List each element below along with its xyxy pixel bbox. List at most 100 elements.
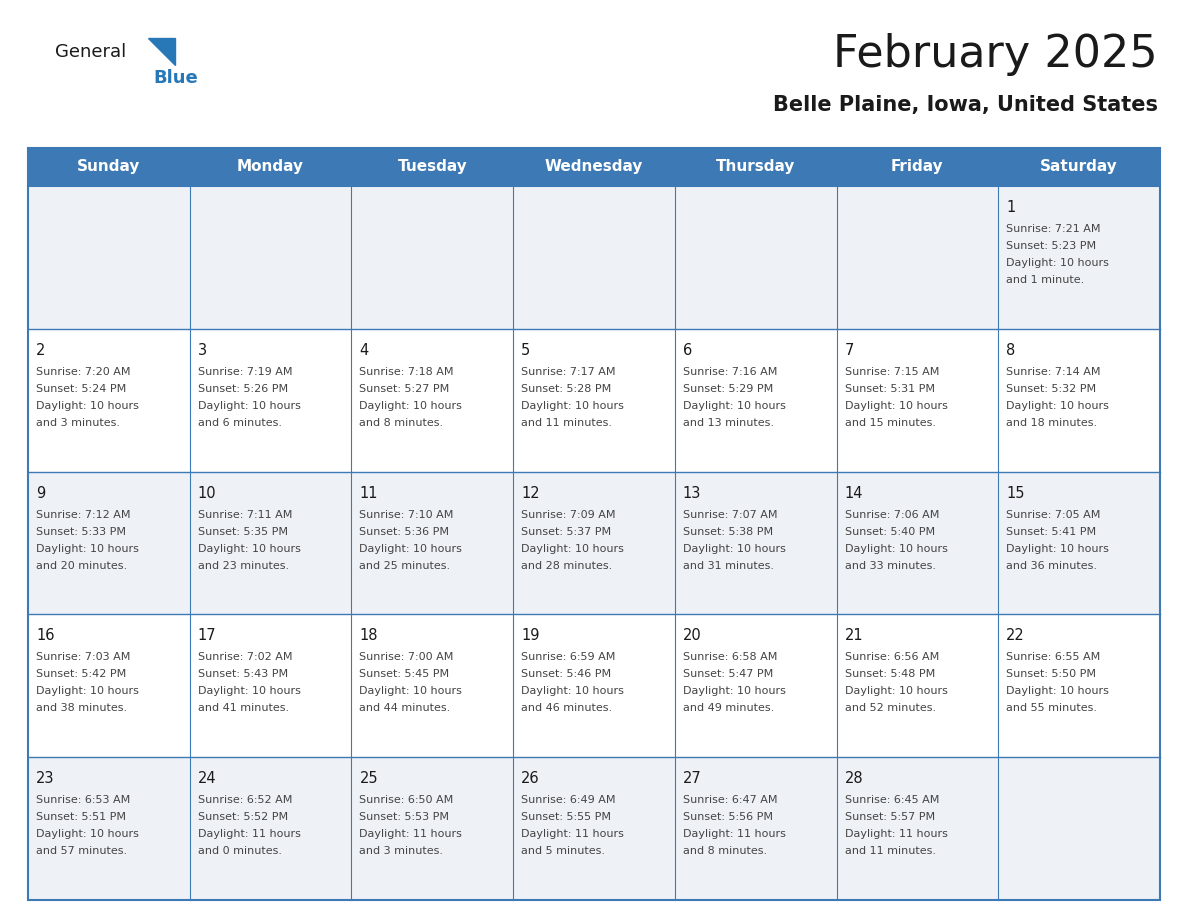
Text: Daylight: 10 hours: Daylight: 10 hours (197, 543, 301, 554)
Text: Daylight: 10 hours: Daylight: 10 hours (522, 401, 624, 410)
Text: 1: 1 (1006, 200, 1016, 215)
Text: Thursday: Thursday (716, 160, 796, 174)
Text: Belle Plaine, Iowa, United States: Belle Plaine, Iowa, United States (773, 95, 1158, 115)
Text: Daylight: 10 hours: Daylight: 10 hours (522, 543, 624, 554)
Text: Daylight: 11 hours: Daylight: 11 hours (360, 829, 462, 839)
Text: Sunrise: 7:18 AM: Sunrise: 7:18 AM (360, 367, 454, 376)
Text: Wednesday: Wednesday (545, 160, 643, 174)
Text: Sunset: 5:50 PM: Sunset: 5:50 PM (1006, 669, 1097, 679)
Text: Sunset: 5:56 PM: Sunset: 5:56 PM (683, 812, 773, 823)
Text: February 2025: February 2025 (833, 33, 1158, 76)
Text: and 49 minutes.: and 49 minutes. (683, 703, 775, 713)
Text: Sunset: 5:52 PM: Sunset: 5:52 PM (197, 812, 287, 823)
Text: Sunset: 5:24 PM: Sunset: 5:24 PM (36, 384, 126, 394)
Text: Daylight: 11 hours: Daylight: 11 hours (197, 829, 301, 839)
Text: 26: 26 (522, 771, 539, 786)
Text: 15: 15 (1006, 486, 1025, 500)
Text: Daylight: 11 hours: Daylight: 11 hours (683, 829, 785, 839)
Text: 3: 3 (197, 342, 207, 358)
Text: and 44 minutes.: and 44 minutes. (360, 703, 450, 713)
Text: 16: 16 (36, 629, 55, 644)
Text: and 33 minutes.: and 33 minutes. (845, 561, 936, 571)
Text: 11: 11 (360, 486, 378, 500)
Text: Sunrise: 6:56 AM: Sunrise: 6:56 AM (845, 653, 939, 663)
Text: Friday: Friday (891, 160, 943, 174)
Text: and 31 minutes.: and 31 minutes. (683, 561, 773, 571)
Text: 13: 13 (683, 486, 701, 500)
Text: Sunrise: 6:50 AM: Sunrise: 6:50 AM (360, 795, 454, 805)
Text: and 5 minutes.: and 5 minutes. (522, 846, 605, 856)
Text: Sunrise: 7:03 AM: Sunrise: 7:03 AM (36, 653, 131, 663)
Text: 17: 17 (197, 629, 216, 644)
Text: Sunset: 5:27 PM: Sunset: 5:27 PM (360, 384, 450, 394)
Text: and 52 minutes.: and 52 minutes. (845, 703, 936, 713)
Text: and 3 minutes.: and 3 minutes. (36, 418, 120, 428)
Text: Daylight: 10 hours: Daylight: 10 hours (845, 543, 948, 554)
Text: and 25 minutes.: and 25 minutes. (360, 561, 450, 571)
Text: 24: 24 (197, 771, 216, 786)
Text: and 6 minutes.: and 6 minutes. (197, 418, 282, 428)
Text: Tuesday: Tuesday (398, 160, 467, 174)
Text: Sunrise: 7:16 AM: Sunrise: 7:16 AM (683, 367, 777, 376)
Text: Sunrise: 7:02 AM: Sunrise: 7:02 AM (197, 653, 292, 663)
Text: Daylight: 10 hours: Daylight: 10 hours (36, 829, 139, 839)
Text: Sunset: 5:57 PM: Sunset: 5:57 PM (845, 812, 935, 823)
Text: Sunrise: 7:10 AM: Sunrise: 7:10 AM (360, 509, 454, 520)
Text: Sunset: 5:35 PM: Sunset: 5:35 PM (197, 527, 287, 537)
Bar (29, 614, 1159, 757)
Text: 4: 4 (360, 342, 368, 358)
Text: 19: 19 (522, 629, 539, 644)
Text: and 1 minute.: and 1 minute. (1006, 275, 1085, 285)
Text: Sunrise: 7:19 AM: Sunrise: 7:19 AM (197, 367, 292, 376)
Text: Sunrise: 7:12 AM: Sunrise: 7:12 AM (36, 509, 131, 520)
Text: Sunset: 5:48 PM: Sunset: 5:48 PM (845, 669, 935, 679)
Text: Daylight: 10 hours: Daylight: 10 hours (683, 543, 785, 554)
Text: Sunset: 5:28 PM: Sunset: 5:28 PM (522, 384, 612, 394)
Text: Sunday: Sunday (77, 160, 140, 174)
Text: Daylight: 10 hours: Daylight: 10 hours (845, 401, 948, 410)
Text: Sunrise: 6:59 AM: Sunrise: 6:59 AM (522, 653, 615, 663)
Text: Sunrise: 7:07 AM: Sunrise: 7:07 AM (683, 509, 777, 520)
Text: Sunrise: 7:05 AM: Sunrise: 7:05 AM (1006, 509, 1100, 520)
Text: and 11 minutes.: and 11 minutes. (845, 846, 936, 856)
Text: Daylight: 10 hours: Daylight: 10 hours (197, 687, 301, 697)
Text: Daylight: 10 hours: Daylight: 10 hours (36, 543, 139, 554)
Text: and 41 minutes.: and 41 minutes. (197, 703, 289, 713)
Text: 10: 10 (197, 486, 216, 500)
Text: and 46 minutes.: and 46 minutes. (522, 703, 612, 713)
Text: Sunrise: 7:06 AM: Sunrise: 7:06 AM (845, 509, 939, 520)
Text: Sunrise: 7:17 AM: Sunrise: 7:17 AM (522, 367, 615, 376)
Text: Sunset: 5:37 PM: Sunset: 5:37 PM (522, 527, 612, 537)
Text: 14: 14 (845, 486, 862, 500)
Text: Sunrise: 7:00 AM: Sunrise: 7:00 AM (360, 653, 454, 663)
Text: and 13 minutes.: and 13 minutes. (683, 418, 773, 428)
Text: Sunset: 5:43 PM: Sunset: 5:43 PM (197, 669, 287, 679)
Text: 5: 5 (522, 342, 530, 358)
Text: Sunset: 5:26 PM: Sunset: 5:26 PM (197, 384, 287, 394)
Text: Sunset: 5:47 PM: Sunset: 5:47 PM (683, 669, 773, 679)
Text: 8: 8 (1006, 342, 1016, 358)
Text: 28: 28 (845, 771, 864, 786)
Text: Sunset: 5:41 PM: Sunset: 5:41 PM (1006, 527, 1097, 537)
Text: and 38 minutes.: and 38 minutes. (36, 703, 127, 713)
Text: 9: 9 (36, 486, 45, 500)
Text: Sunset: 5:53 PM: Sunset: 5:53 PM (360, 812, 449, 823)
Text: Sunrise: 7:11 AM: Sunrise: 7:11 AM (197, 509, 292, 520)
Text: and 0 minutes.: and 0 minutes. (197, 846, 282, 856)
Text: Sunset: 5:55 PM: Sunset: 5:55 PM (522, 812, 611, 823)
Bar (29, 757, 1159, 900)
Text: Sunrise: 7:09 AM: Sunrise: 7:09 AM (522, 509, 615, 520)
Text: Sunset: 5:29 PM: Sunset: 5:29 PM (683, 384, 773, 394)
Text: Daylight: 10 hours: Daylight: 10 hours (1006, 543, 1110, 554)
Text: Daylight: 11 hours: Daylight: 11 hours (845, 829, 948, 839)
Bar (29, 472, 1159, 614)
Text: 2: 2 (36, 342, 45, 358)
Text: Sunrise: 6:58 AM: Sunrise: 6:58 AM (683, 653, 777, 663)
Text: and 20 minutes.: and 20 minutes. (36, 561, 127, 571)
Text: 18: 18 (360, 629, 378, 644)
Text: Daylight: 10 hours: Daylight: 10 hours (683, 401, 785, 410)
Text: Sunset: 5:51 PM: Sunset: 5:51 PM (36, 812, 126, 823)
Text: Sunrise: 6:53 AM: Sunrise: 6:53 AM (36, 795, 131, 805)
Text: and 57 minutes.: and 57 minutes. (36, 846, 127, 856)
Text: 22: 22 (1006, 629, 1025, 644)
